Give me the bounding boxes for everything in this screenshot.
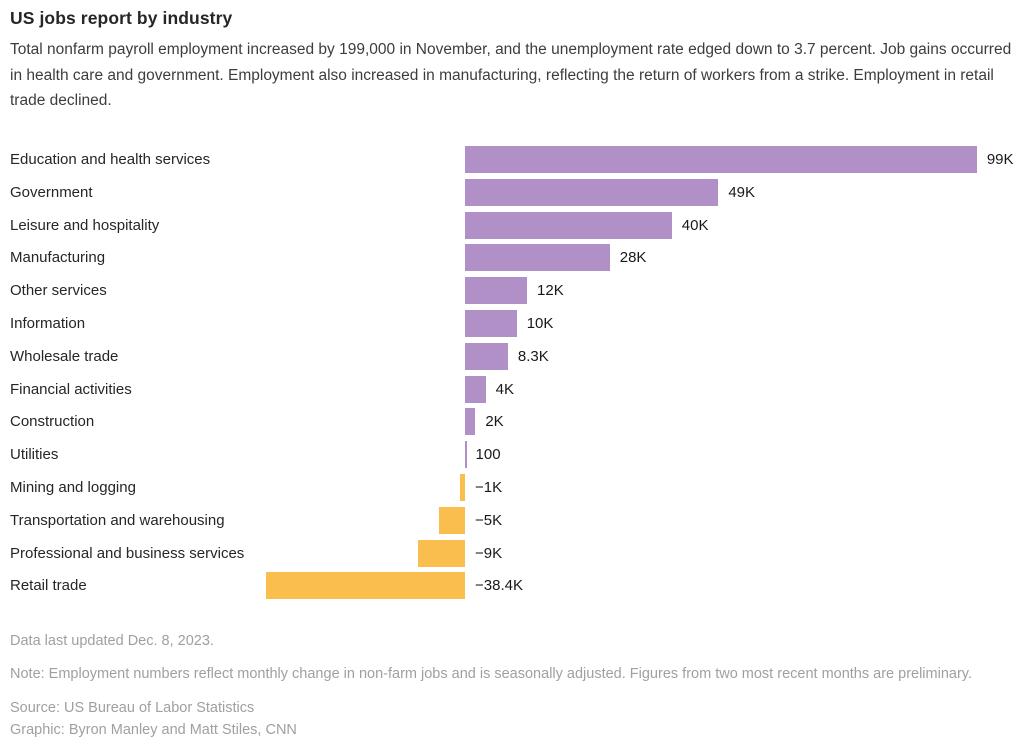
bar-positive	[465, 441, 467, 469]
category-label: Construction	[10, 413, 95, 431]
bar-negative	[459, 474, 465, 501]
category-label: Leisure and hospitality	[10, 216, 160, 234]
value-label: 8.3K	[517, 347, 549, 365]
chart-row: Other services 12K	[0, 274, 1024, 307]
value-label: −38.4K	[475, 577, 523, 595]
note-text: Note: Employment numbers reflect monthly…	[10, 666, 972, 682]
category-label: Transportation and warehousing	[10, 511, 225, 529]
bar-positive	[465, 342, 508, 370]
category-label: Other services	[10, 282, 107, 300]
bar-negative	[418, 539, 465, 567]
page-title: US jobs report by industry	[10, 8, 233, 28]
value-label: −1K	[475, 479, 503, 496]
source-text: Source: US Bureau of Labor Statistics	[10, 700, 255, 716]
chart-row: Mining and logging −1K	[0, 471, 1024, 504]
bar-negative	[266, 572, 465, 600]
value-label: 49K	[728, 183, 756, 201]
value-label: 28K	[619, 249, 647, 267]
category-label: Manufacturing	[10, 249, 106, 267]
value-label: 2K	[485, 413, 504, 431]
value-label: −9K	[475, 544, 503, 562]
chart-row: Retail trade −38.4K	[0, 569, 1024, 602]
value-label: 100	[475, 446, 501, 464]
value-label: 4K	[495, 380, 515, 398]
bar-chart: Education and health services 99K Governme…	[0, 143, 1024, 603]
value-label: 99K	[986, 151, 1014, 168]
chart-row: Utilities 100	[0, 438, 1024, 471]
bar-positive	[465, 277, 528, 305]
chart-row: Education and health services 99K	[0, 143, 1024, 176]
bar-positive	[465, 211, 672, 239]
category-label: Utilities	[10, 446, 59, 464]
bar-positive	[465, 408, 476, 436]
value-label: 40K	[681, 216, 709, 234]
credit-text: Graphic: Byron Manley and Matt Stiles, C…	[10, 722, 297, 738]
category-label: Information	[10, 315, 86, 332]
bar-positive	[465, 146, 977, 173]
value-label: −5K	[475, 511, 503, 529]
bar-positive	[465, 310, 517, 337]
bar-positive	[465, 375, 486, 403]
category-label: Retail trade	[10, 577, 87, 595]
category-label: Financial activities	[10, 380, 132, 398]
last-updated-text: Data last updated Dec. 8, 2023.	[10, 633, 214, 649]
chart-row: Financial activities 4K	[0, 373, 1024, 406]
chart-row: Leisure and hospitality 40K	[0, 209, 1024, 242]
chart-row: Government 49K	[0, 176, 1024, 209]
category-label: Wholesale trade	[10, 347, 119, 365]
category-label: Government	[10, 183, 93, 201]
chart-subtitle: Total nonfarm payroll employment increas…	[10, 41, 1012, 109]
chart-row: Construction 2K	[0, 405, 1024, 438]
chart-row: Manufacturing 28K	[0, 241, 1024, 274]
chart-row: Wholesale trade 8.3K	[0, 340, 1024, 373]
category-label: Professional and business services	[10, 544, 245, 562]
chart-row: Information 10K	[0, 307, 1024, 340]
value-label: 10K	[526, 315, 554, 332]
chart-row: Transportation and warehousing −5K	[0, 504, 1024, 537]
source-credit-block: Source: US Bureau of Labor Statistics Gr…	[10, 697, 297, 741]
category-label: Mining and logging	[10, 479, 136, 496]
bar-positive	[465, 244, 610, 272]
value-label: 12K	[537, 282, 564, 300]
bar-negative	[439, 506, 465, 534]
category-label: Education and health services	[10, 151, 211, 168]
chart-row: Professional and business services −9K	[0, 537, 1024, 570]
bar-positive	[465, 178, 719, 206]
